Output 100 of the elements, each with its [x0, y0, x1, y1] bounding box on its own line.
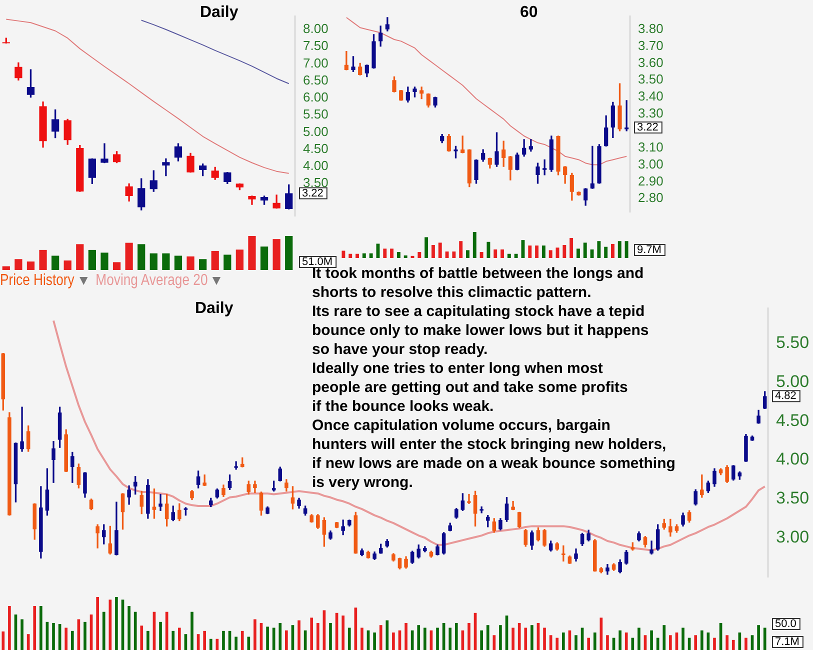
bar	[757, 625, 760, 650]
bar	[590, 249, 594, 258]
bar	[272, 628, 276, 650]
bar	[2, 631, 5, 650]
bar	[499, 625, 502, 650]
bar	[102, 612, 106, 650]
bar	[618, 241, 622, 258]
y-tick-label: 3.60	[638, 54, 664, 70]
candlestick	[20, 406, 24, 452]
bar	[162, 253, 170, 270]
bar	[424, 628, 426, 650]
bar	[618, 630, 622, 650]
candlestick	[162, 158, 170, 176]
bar	[466, 250, 470, 258]
text: 3.22	[637, 122, 658, 134]
bar	[52, 622, 55, 650]
bar	[278, 622, 282, 650]
bar	[606, 635, 609, 650]
bar	[112, 262, 121, 270]
annotation: if the bounce looks weak.	[312, 397, 495, 416]
bar	[431, 245, 435, 258]
bar	[744, 638, 748, 650]
bar	[390, 248, 394, 258]
bar	[211, 250, 219, 270]
bar	[732, 640, 735, 650]
candlestick	[467, 494, 471, 504]
bar	[713, 638, 716, 650]
bar	[272, 239, 280, 270]
bar	[285, 630, 288, 650]
candlestick	[158, 494, 162, 511]
bar	[140, 626, 144, 650]
bar	[593, 632, 596, 650]
bar	[348, 628, 351, 650]
bar	[518, 622, 521, 650]
y-tick-label: 4.50	[776, 410, 810, 430]
bar	[417, 625, 420, 650]
bar	[88, 250, 96, 270]
bar	[624, 632, 628, 650]
text: 9.7M	[637, 244, 662, 256]
bar	[203, 630, 206, 650]
bar	[248, 236, 256, 270]
chart-title: Daily	[195, 300, 234, 318]
bar	[530, 625, 534, 650]
bar	[562, 245, 566, 258]
y-tick-label: 3.40	[638, 88, 664, 104]
y-tick-label: 3.70	[638, 38, 664, 53]
bar	[548, 250, 552, 258]
y-tick-label: 3.10	[638, 139, 664, 154]
bar	[40, 606, 42, 650]
bar	[404, 255, 408, 258]
bar	[436, 628, 439, 650]
bar	[172, 630, 175, 650]
bar	[2, 266, 10, 270]
y-tick-label: 4.00	[303, 158, 328, 174]
chart-title: Daily	[200, 4, 238, 22]
bar	[247, 636, 250, 650]
bar	[128, 606, 130, 650]
bar	[650, 630, 653, 650]
bar	[512, 628, 514, 650]
y-tick-label: 3.50	[776, 488, 810, 508]
bar	[492, 635, 496, 650]
bar	[669, 635, 672, 650]
bar	[386, 620, 389, 650]
bar	[459, 241, 463, 258]
text: Price History	[0, 272, 74, 290]
bar	[611, 244, 614, 258]
bar	[360, 628, 364, 650]
bar	[178, 628, 181, 650]
bar	[285, 236, 293, 270]
bar	[190, 612, 194, 650]
bar	[448, 628, 452, 650]
bar	[576, 248, 580, 258]
bar	[64, 260, 72, 270]
bar	[209, 638, 212, 650]
bar	[583, 242, 587, 258]
bar	[76, 244, 84, 270]
bar	[369, 253, 373, 258]
text: 7.1M	[775, 636, 800, 648]
y-tick-label: 6.00	[303, 90, 328, 105]
bar	[234, 636, 238, 650]
y-tick-label: 3.80	[638, 20, 664, 36]
annotation: Ideally one tries to enter long when most	[312, 359, 604, 378]
bar	[186, 256, 194, 270]
bar	[597, 241, 601, 258]
bar	[134, 612, 137, 650]
chart-title: 60	[520, 4, 538, 22]
bar	[266, 626, 269, 650]
candlestick	[480, 506, 484, 514]
bar	[396, 252, 400, 258]
bar	[26, 262, 35, 270]
bar	[514, 254, 518, 258]
bar	[638, 628, 640, 650]
bar	[604, 246, 608, 258]
bar	[500, 249, 504, 258]
y-tick-label: 3.00	[638, 156, 664, 172]
bar	[222, 630, 225, 650]
bar	[494, 249, 498, 258]
bar	[342, 616, 344, 650]
bar	[507, 254, 511, 258]
bar	[64, 628, 68, 650]
